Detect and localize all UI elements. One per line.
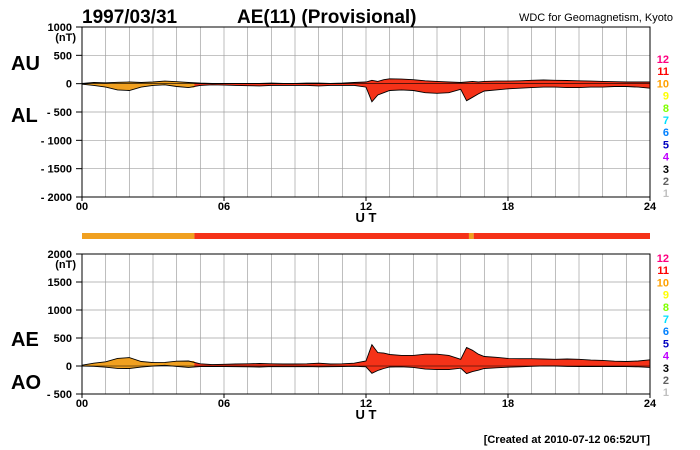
station-count-label: 12 <box>657 54 669 66</box>
y-tick-label: - 2000 <box>41 192 72 204</box>
station-count-label: 11 <box>657 265 669 277</box>
station-count-label: 4 <box>663 351 670 363</box>
created-timestamp: [Created at 2010-07-12 06:52UT] <box>484 434 651 446</box>
station-count-label: 9 <box>663 290 669 302</box>
x-axis-label: U T <box>356 210 377 225</box>
station-bar-segment <box>468 233 474 239</box>
series-line-au <box>81 78 650 84</box>
y-unit-label: (nT) <box>55 32 76 44</box>
station-count-label: 3 <box>663 363 669 375</box>
index-title: AE(11) (Provisional) <box>237 7 417 28</box>
y-tick-label: 500 <box>54 333 72 345</box>
station-count-label: 4 <box>663 152 670 164</box>
x-tick-label: 12 <box>360 398 372 410</box>
date-title: 1997/03/31 <box>82 7 178 28</box>
source-label: WDC for Geomagnetism, Kyoto <box>519 12 673 24</box>
x-tick-label: 12 <box>360 201 372 213</box>
series-label-al: AL <box>11 105 38 127</box>
station-count-bar <box>82 233 650 239</box>
y-tick-label: - 500 <box>47 389 72 401</box>
station-bar-segment <box>194 233 469 239</box>
station-count-label: 3 <box>663 164 669 176</box>
series-label-ao: AO <box>11 372 41 394</box>
station-count-label: 10 <box>657 277 669 289</box>
station-count-label: 5 <box>663 338 669 350</box>
y-tick-label: 500 <box>54 50 72 62</box>
y-tick-label: 2000 <box>48 249 72 261</box>
au-al-panel: 1000 500 0 - 500 - 1000 - 1500 - 2000 (nT) 00 06 1… <box>11 22 657 225</box>
station-count-label: 5 <box>663 139 669 151</box>
x-tick-label: 18 <box>502 398 514 410</box>
y-tick-label: 1000 <box>48 305 72 317</box>
series-label-au: AU <box>11 53 40 75</box>
x-tick-label: 06 <box>218 201 230 213</box>
x-tick-label: 00 <box>76 398 88 410</box>
station-count-label: 11 <box>657 66 669 78</box>
y-unit-label: (nT) <box>55 259 76 271</box>
x-tick-label: 24 <box>644 201 657 213</box>
y-tick-label: 0 <box>66 79 72 91</box>
station-bar-segment <box>473 233 650 239</box>
series-line-al <box>81 83 651 103</box>
station-bar-segment <box>82 233 195 239</box>
station-count-label: 6 <box>663 326 669 338</box>
x-tick-label: 00 <box>76 201 88 213</box>
y-tick-label: 1000 <box>48 22 72 34</box>
station-count-label: 10 <box>657 78 669 90</box>
station-count-label: 1 <box>663 387 669 399</box>
station-count-label: 9 <box>663 91 669 103</box>
station-count-label: 2 <box>663 375 669 387</box>
y-tick-label: - 1000 <box>41 135 72 147</box>
y-tick-label: - 500 <box>47 107 72 119</box>
station-count-label: 7 <box>663 115 669 127</box>
station-count-label: 8 <box>663 302 669 314</box>
area-fill-band <box>82 78 650 102</box>
x-axis-label: U T <box>356 407 377 422</box>
station-count-label: 12 <box>657 253 669 265</box>
x-tick-label: 06 <box>218 398 230 410</box>
y-tick-label: - 1500 <box>41 164 72 176</box>
station-count-label: 7 <box>663 314 669 326</box>
ae-ao-panel: 2000 1500 1000 500 0 - 500 (nT) 00 06 12 18 24 U T AE… <box>11 249 657 422</box>
y-tick-label: 0 <box>66 361 72 373</box>
station-count-label: 1 <box>663 188 669 200</box>
station-count-label: 6 <box>663 127 669 139</box>
series-label-ae: AE <box>11 329 39 351</box>
y-tick-label: 1500 <box>48 277 72 289</box>
series-line-ae <box>81 343 651 366</box>
x-tick-label: 18 <box>502 201 514 213</box>
x-tick-label: 24 <box>644 398 657 410</box>
station-count-label: 8 <box>663 103 669 115</box>
station-count-label: 2 <box>663 176 669 188</box>
